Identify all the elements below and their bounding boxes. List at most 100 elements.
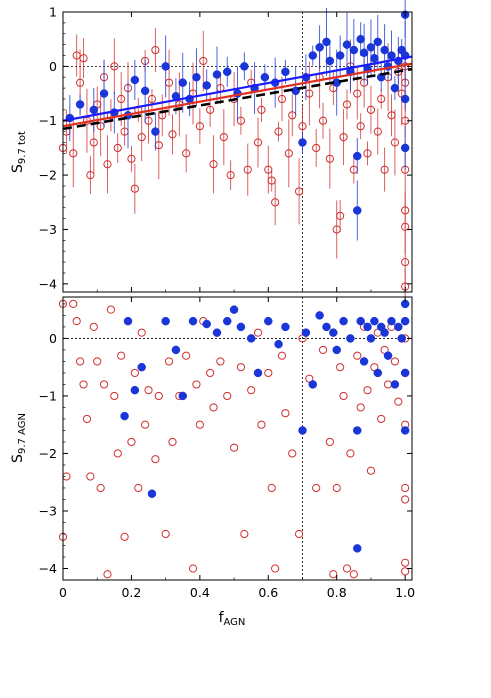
panel-top: 1 0 −1 −2 −3 −4 S9.7 tot bbox=[10, 0, 413, 305]
top-y-tick-label: 0 bbox=[49, 59, 57, 74]
top-point-filled bbox=[353, 206, 362, 215]
top-point-filled bbox=[322, 37, 331, 47]
top-point-open bbox=[79, 54, 88, 63]
bottom-point-filled bbox=[222, 316, 232, 326]
top-point-open bbox=[86, 171, 95, 180]
top-point-open bbox=[113, 143, 122, 153]
bottom-point-open bbox=[377, 414, 386, 424]
top-point-filled bbox=[390, 83, 400, 93]
bottom-point-open bbox=[325, 437, 334, 447]
bottom-point-open bbox=[294, 529, 304, 539]
top-point-filled bbox=[99, 89, 109, 98]
bottom-point-filled bbox=[236, 322, 246, 332]
top-point-open bbox=[363, 149, 372, 158]
bottom-point-filled bbox=[161, 316, 170, 326]
top-point-open bbox=[147, 94, 157, 104]
bottom-point-open bbox=[117, 351, 126, 360]
top-point-open bbox=[130, 184, 139, 193]
top-point-filled bbox=[349, 45, 359, 55]
bottom-point-filled bbox=[229, 305, 239, 314]
top-point-filled bbox=[356, 34, 365, 44]
bottom-y-tick-label: −4 bbox=[39, 561, 57, 576]
bottom-point-open bbox=[312, 483, 321, 493]
bottom-point-open bbox=[96, 483, 105, 493]
bottom-point-open bbox=[130, 368, 139, 378]
bottom-point-open bbox=[141, 420, 150, 429]
bottom-y-axis-label-sub: 9.7 AGN bbox=[17, 413, 28, 454]
bottom-point-open bbox=[164, 357, 174, 366]
top-point-filled bbox=[308, 51, 318, 60]
bottom-point-filled bbox=[356, 316, 365, 326]
bottom-point-open bbox=[120, 532, 129, 541]
top-point-filled bbox=[281, 67, 290, 77]
bottom-point-open bbox=[137, 328, 146, 337]
top-point-filled bbox=[75, 100, 85, 109]
top-point-filled bbox=[400, 143, 410, 153]
top-point-open bbox=[69, 149, 78, 158]
bottom-x-tick-label: 0.6 bbox=[258, 585, 278, 600]
top-point-open bbox=[271, 198, 280, 207]
top-point-filled bbox=[212, 70, 222, 79]
bottom-y-axis-label-main: S bbox=[10, 454, 26, 463]
top-fit-line bbox=[62, 67, 413, 131]
top-point-filled bbox=[140, 86, 150, 96]
bottom-point-filled bbox=[400, 426, 410, 435]
top-point-open bbox=[342, 100, 352, 109]
bottom-point-open bbox=[144, 386, 153, 395]
bottom-x-tick-label: 0.2 bbox=[121, 585, 141, 600]
bottom-point-open bbox=[223, 391, 232, 401]
bottom-point-open bbox=[247, 386, 256, 395]
bottom-point-open bbox=[72, 317, 81, 326]
top-y-axis-label: S9.7 tot bbox=[10, 131, 28, 173]
top-point-open bbox=[390, 138, 399, 147]
bottom-y-tick-label: −3 bbox=[39, 503, 57, 518]
top-point-open bbox=[226, 171, 235, 180]
top-point-open bbox=[76, 78, 85, 87]
top-y-axis-label-main: S bbox=[10, 164, 26, 173]
top-point-open bbox=[257, 105, 266, 114]
bottom-point-open bbox=[271, 564, 280, 573]
bottom-point-open bbox=[363, 386, 372, 395]
bottom-point-open bbox=[342, 564, 352, 573]
top-point-open bbox=[366, 105, 376, 114]
bottom-point-open bbox=[346, 449, 355, 458]
bottom-point-filled bbox=[202, 319, 211, 329]
top-y-tick-label: 1 bbox=[49, 5, 57, 20]
bottom-point-filled bbox=[370, 316, 379, 326]
top-point-open bbox=[356, 122, 365, 131]
bottom-point-filled bbox=[329, 328, 338, 337]
top-point-filled bbox=[178, 78, 188, 87]
bottom-point-open bbox=[339, 391, 348, 401]
top-point-filled bbox=[387, 51, 396, 60]
bottom-plot-frame bbox=[62, 296, 413, 581]
top-point-open bbox=[199, 56, 208, 66]
bottom-point-filled bbox=[383, 351, 393, 360]
bottom-point-filled bbox=[397, 334, 406, 343]
top-point-open bbox=[236, 116, 246, 125]
bottom-point-open bbox=[79, 380, 88, 389]
bottom-point-filled bbox=[264, 316, 273, 326]
top-point-open bbox=[110, 62, 119, 71]
bottom-point-open bbox=[188, 564, 198, 573]
bottom-point-filled bbox=[301, 328, 311, 337]
bottom-point-open bbox=[151, 455, 160, 464]
top-point-open bbox=[336, 211, 345, 220]
top-point-open bbox=[274, 127, 283, 136]
bottom-x-tick-label: 0.4 bbox=[190, 585, 210, 600]
top-point-open bbox=[103, 160, 112, 169]
bottom-point-filled bbox=[387, 316, 396, 326]
top-point-filled bbox=[359, 48, 369, 58]
bottom-point-filled bbox=[315, 311, 324, 320]
top-point-filled bbox=[342, 40, 352, 49]
bottom-point-open bbox=[82, 414, 92, 424]
top-point-filled bbox=[192, 72, 201, 82]
bottom-point-open bbox=[394, 397, 403, 406]
panel-bottom: 0−1−2−3−40 0.2 0.4 0.6 0.8 1.0S9.7 AGN bbox=[10, 296, 415, 600]
top-point-filled bbox=[130, 75, 140, 85]
bottom-point-open bbox=[106, 305, 116, 314]
bottom-y-tick-label: 0 bbox=[49, 331, 57, 346]
top-point-open bbox=[377, 94, 386, 104]
top-point-open bbox=[168, 130, 177, 139]
bottom-point-open bbox=[329, 570, 338, 579]
bottom-point-filled bbox=[212, 328, 222, 337]
